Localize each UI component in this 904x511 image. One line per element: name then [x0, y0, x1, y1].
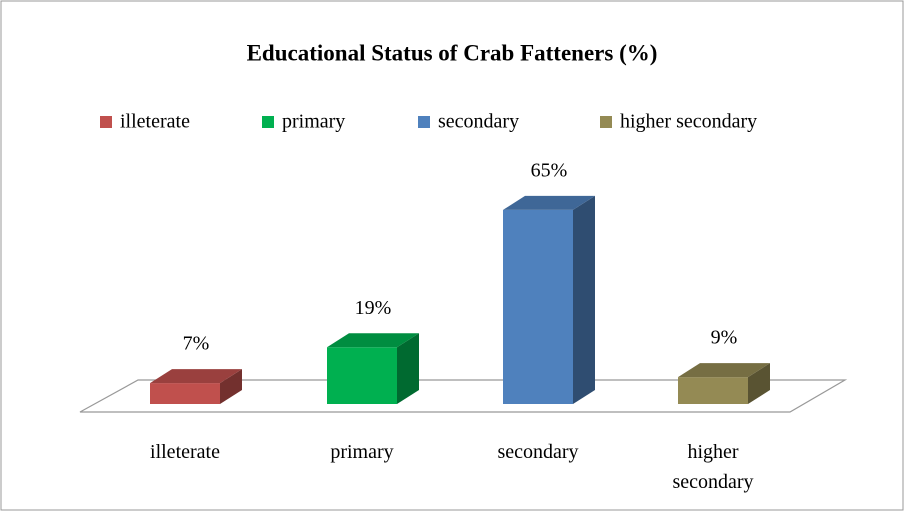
bar-front	[150, 383, 220, 404]
bar	[327, 333, 419, 404]
bar-side	[748, 363, 770, 404]
value-label: 65%	[531, 160, 568, 182]
x-label-box: secondary	[497, 441, 579, 463]
bar-side	[397, 333, 419, 404]
x-tick-label: secondary	[497, 441, 579, 463]
x-tick-label: higher secondary	[672, 441, 754, 493]
bar-front	[327, 347, 397, 404]
legend-swatch	[262, 116, 274, 128]
value-label: 19%	[355, 297, 392, 319]
legend-label: illeterate	[120, 111, 190, 133]
value-label: 9%	[711, 327, 738, 349]
legend-swatch	[418, 116, 430, 128]
floor	[79, 379, 848, 413]
bar-top	[327, 333, 419, 348]
bar-top	[503, 195, 595, 210]
bar	[503, 195, 595, 404]
x-label-box: higher secondary	[672, 441, 754, 493]
bar-side	[220, 369, 242, 404]
legend-label: higher secondary	[620, 111, 757, 133]
x-label-box: primary	[330, 441, 394, 463]
legend-swatch	[600, 116, 612, 128]
bar	[678, 363, 770, 404]
legend-label: secondary	[438, 111, 519, 133]
bar-top	[150, 369, 242, 384]
chart-title: Educational Status of Crab Fatteners (%)	[247, 40, 658, 65]
bar	[150, 369, 242, 404]
x-tick-label: primary	[330, 441, 394, 463]
bar-side	[573, 195, 595, 404]
x-tick-label: illeterate	[150, 441, 220, 463]
value-label: 7%	[183, 333, 210, 355]
legend-swatch	[100, 116, 112, 128]
bar-front	[678, 377, 748, 404]
bar-front	[503, 209, 573, 404]
legend-label: primary	[282, 111, 345, 133]
bar-top	[678, 363, 770, 378]
x-label-box: illeterate	[150, 441, 220, 463]
